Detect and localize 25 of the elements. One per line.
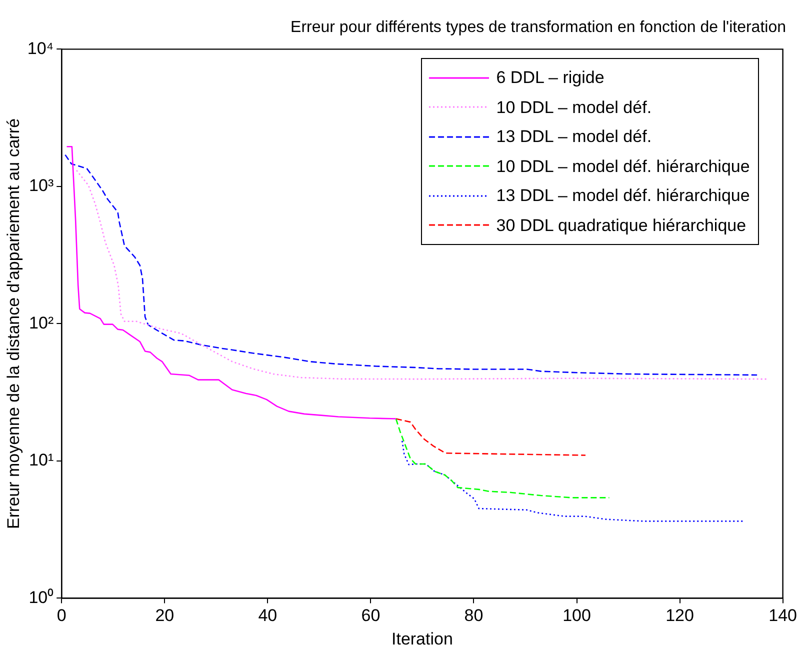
x-tick-label: 60 xyxy=(361,606,380,626)
legend-label: 13 DDL – model déf. xyxy=(496,126,652,148)
x-tick-label: 20 xyxy=(155,606,174,626)
y-tick-label: 10³ xyxy=(29,176,54,196)
x-tick-label: 0 xyxy=(56,606,66,626)
x-tick-label: 80 xyxy=(464,606,484,626)
line-series xyxy=(401,440,744,522)
chart-title: Erreur pour différents types de transformation en fonction de l'iteration xyxy=(290,19,786,36)
legend-label: 10 DDL – model déf. xyxy=(496,96,652,119)
line-series xyxy=(395,418,610,498)
x-axis-title: Iteration xyxy=(391,629,453,648)
y-tick-label: 10⁴ xyxy=(27,38,54,58)
legend-label: 13 DDL – model déf. hiérarchique xyxy=(496,185,750,208)
x-tick-label: 120 xyxy=(666,606,694,626)
x-tick-label: 140 xyxy=(768,606,798,626)
x-tick-label: 40 xyxy=(258,606,278,626)
legend-label: 6 DDL – rigide xyxy=(496,67,604,90)
legend-label: 30 DDL quadratique hiérarchique xyxy=(496,214,746,237)
line-series xyxy=(395,418,586,456)
x-tick-label: 100 xyxy=(562,606,591,626)
y-tick-label: 10¹ xyxy=(29,450,54,470)
y-axis-title: Erreur moyenne de la distance d'appariement au carré xyxy=(4,118,23,529)
y-tick-label: 10⁰ xyxy=(28,588,54,607)
y-tick-label: 10² xyxy=(29,313,54,332)
legend-label: 10 DDL – model déf. hiérarchique xyxy=(496,156,750,178)
